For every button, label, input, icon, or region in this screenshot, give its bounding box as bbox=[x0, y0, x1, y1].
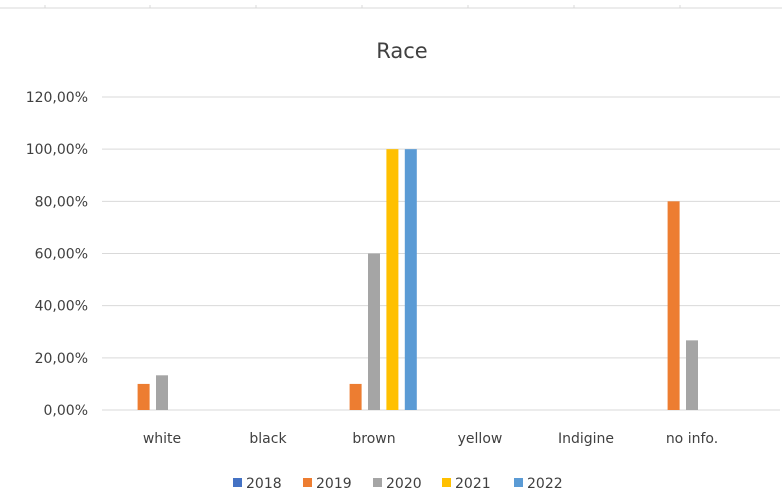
bar-2022-brown bbox=[405, 149, 417, 410]
y-axis-tick-labels: 0,00% 20,00% 40,00% 60,00% 80,00% 100,00% 120,… bbox=[26, 90, 88, 419]
legend-label: 2019 bbox=[316, 476, 352, 492]
chart-title: Race bbox=[376, 39, 427, 63]
bar-2019-white bbox=[138, 384, 150, 410]
bar-2020-white bbox=[156, 375, 168, 410]
bar-2021-brown bbox=[386, 149, 398, 410]
bars bbox=[138, 149, 698, 410]
top-border-ticks bbox=[0, 5, 782, 8]
legend-label: 2020 bbox=[386, 476, 422, 492]
y-tick-label: 120,00% bbox=[26, 90, 88, 106]
bar-2020-no-info bbox=[686, 340, 698, 410]
x-axis-category-labels: white black brown yellow Indigine no info. bbox=[143, 431, 718, 447]
y-tick-label: 20,00% bbox=[35, 351, 88, 367]
x-category-label: no info. bbox=[666, 431, 718, 447]
x-category-label: yellow bbox=[458, 431, 503, 447]
bar-2020-brown bbox=[368, 254, 380, 411]
bar-2019-no-info bbox=[668, 201, 680, 410]
x-category-label: Indigine bbox=[558, 431, 614, 447]
y-tick-label: 60,00% bbox=[35, 247, 88, 263]
x-category-label: white bbox=[143, 431, 181, 447]
legend-label: 2021 bbox=[455, 476, 491, 492]
legend-label: 2022 bbox=[527, 476, 563, 492]
y-tick-label: 40,00% bbox=[35, 299, 88, 315]
legend: 2018 2019 2020 2021 2022 bbox=[233, 476, 563, 492]
legend-swatch bbox=[514, 478, 523, 487]
legend-swatch bbox=[373, 478, 382, 487]
legend-swatch bbox=[303, 478, 312, 487]
y-tick-label: 0,00% bbox=[44, 403, 88, 419]
x-category-label: black bbox=[249, 431, 287, 447]
x-category-label: brown bbox=[352, 431, 395, 447]
legend-label: 2018 bbox=[246, 476, 282, 492]
legend-swatch bbox=[442, 478, 451, 487]
y-tick-label: 100,00% bbox=[26, 142, 88, 158]
y-tick-label: 80,00% bbox=[35, 194, 88, 210]
legend-swatch bbox=[233, 478, 242, 487]
bar-2019-brown bbox=[350, 384, 362, 410]
